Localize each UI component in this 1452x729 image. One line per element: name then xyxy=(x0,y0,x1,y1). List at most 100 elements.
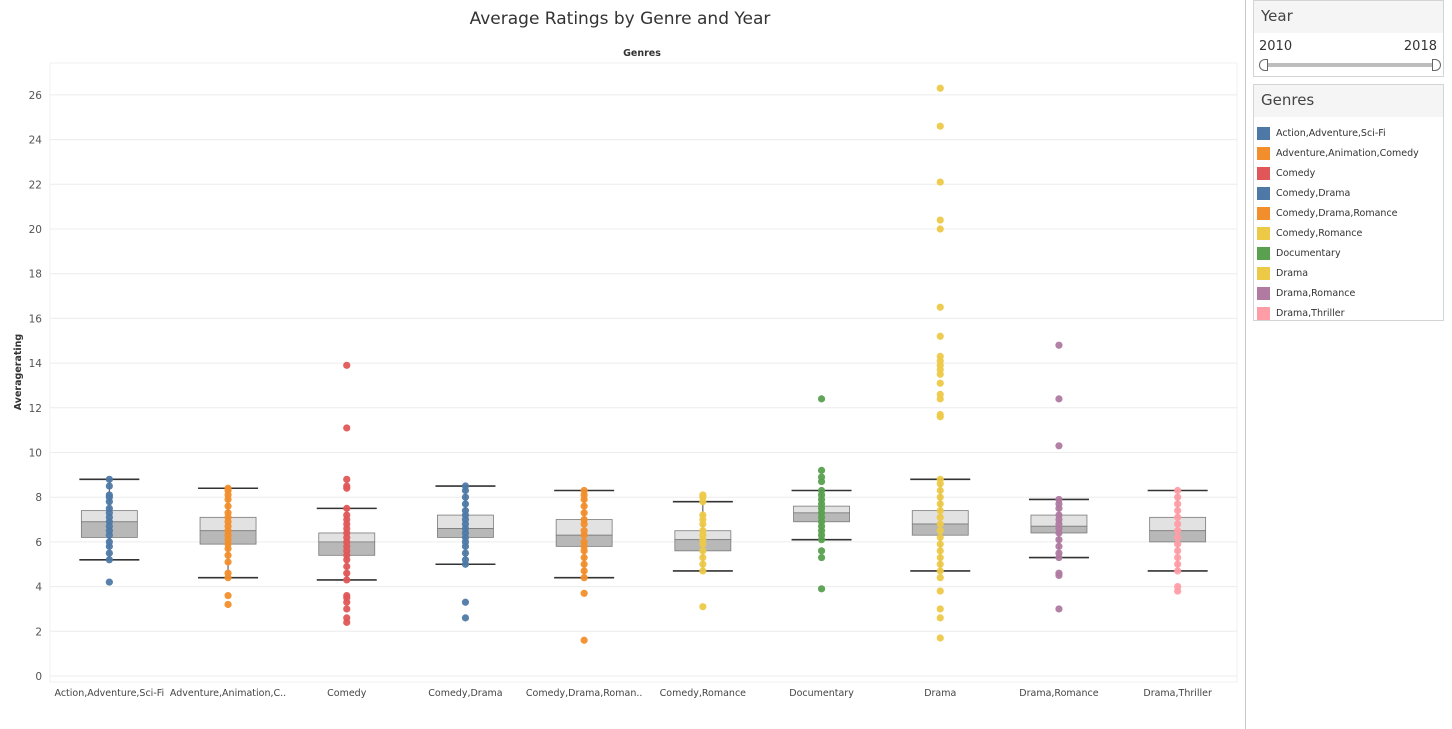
data-point xyxy=(1174,527,1182,535)
year-slider-max-handle[interactable] xyxy=(1432,59,1441,71)
legend-item[interactable]: Drama xyxy=(1257,263,1442,283)
y-tick-label: 0 xyxy=(35,671,42,683)
data-point xyxy=(461,507,470,515)
data-point xyxy=(936,567,944,575)
data-point xyxy=(1174,533,1182,542)
data-point xyxy=(1174,583,1182,591)
data-point xyxy=(936,178,944,186)
data-point xyxy=(699,560,707,568)
data-point xyxy=(1055,605,1063,613)
legend-label: Adventure,Animation,Comedy xyxy=(1276,147,1419,159)
data-point xyxy=(699,603,707,611)
data-point xyxy=(1174,486,1182,495)
data-point xyxy=(1055,442,1063,450)
genre-box-group xyxy=(554,486,615,644)
x-category-label: Comedy,Drama xyxy=(428,688,502,699)
legend-item[interactable]: Comedy,Drama xyxy=(1257,183,1442,203)
genre-box-group xyxy=(1147,486,1208,595)
data-point xyxy=(580,515,588,524)
data-point xyxy=(580,553,588,562)
legend-label: Comedy xyxy=(1276,167,1316,179)
data-point xyxy=(224,558,232,566)
genre-box-group xyxy=(910,84,971,642)
data-point xyxy=(817,553,826,562)
legend-label: Comedy,Drama xyxy=(1276,187,1351,199)
legend-label: Comedy,Romance xyxy=(1276,227,1363,239)
genre-box-group xyxy=(1028,341,1089,613)
legend-label: Drama,Romance xyxy=(1276,287,1356,299)
data-point xyxy=(224,591,232,600)
data-point xyxy=(224,551,232,559)
data-point xyxy=(936,614,944,622)
data-point xyxy=(817,547,826,555)
data-point xyxy=(343,424,351,432)
data-point xyxy=(580,567,588,575)
y-tick-label: 4 xyxy=(35,582,42,594)
y-axis-label: Averagerating xyxy=(13,334,24,410)
y-tick-label: 6 xyxy=(35,537,42,549)
data-point xyxy=(224,502,232,510)
data-point xyxy=(580,636,588,644)
data-point xyxy=(817,395,826,403)
data-point xyxy=(936,547,944,555)
y-tick-label: 16 xyxy=(29,313,43,325)
legend-label: Action,Adventure,Sci-Fi xyxy=(1276,127,1386,139)
data-point xyxy=(936,84,944,92)
data-point xyxy=(343,605,351,613)
legend-label: Drama,Thriller xyxy=(1276,307,1345,319)
y-tick-label: 18 xyxy=(29,269,42,281)
year-range-slider[interactable] xyxy=(1262,63,1437,67)
data-point xyxy=(936,540,944,548)
data-point xyxy=(461,598,470,606)
x-category-label: Documentary xyxy=(789,688,854,699)
legend-item[interactable]: Comedy,Drama,Romance xyxy=(1257,203,1442,223)
y-tick-label: 26 xyxy=(29,90,43,102)
y-tick-label: 8 xyxy=(35,492,42,504)
genre-box-group xyxy=(672,491,733,611)
legend-item[interactable]: Comedy xyxy=(1257,163,1442,183)
legend-item[interactable]: Documentary xyxy=(1257,243,1442,263)
legend-item[interactable]: Comedy,Romance xyxy=(1257,223,1442,243)
data-point xyxy=(461,500,470,508)
data-point xyxy=(936,379,944,387)
panel-divider xyxy=(1245,0,1246,729)
x-category-label: Action,Adventure,Sci-Fi xyxy=(55,688,165,699)
y-tick-label: 14 xyxy=(29,358,43,370)
data-point xyxy=(817,466,826,474)
legend-item[interactable]: Drama,Romance xyxy=(1257,283,1442,303)
legend-swatch xyxy=(1257,246,1270,260)
legend-item[interactable]: Adventure,Animation,Comedy xyxy=(1257,143,1442,163)
data-point xyxy=(580,589,588,597)
x-category-label: Drama xyxy=(924,688,956,699)
data-point xyxy=(105,475,113,483)
data-point xyxy=(224,509,232,517)
legend-swatch xyxy=(1257,266,1270,280)
data-point xyxy=(343,569,351,577)
data-point xyxy=(105,491,113,499)
legend-item[interactable]: Drama,Thriller xyxy=(1257,303,1442,323)
data-point xyxy=(461,549,470,557)
data-point xyxy=(1055,495,1063,504)
data-point xyxy=(936,303,944,311)
year-slider-min-handle[interactable] xyxy=(1259,59,1268,71)
data-point xyxy=(936,410,944,419)
genre-box-group xyxy=(316,361,377,626)
legend-item[interactable]: Action,Adventure,Sci-Fi xyxy=(1257,123,1442,143)
data-point xyxy=(936,475,944,483)
data-point xyxy=(1055,341,1063,349)
data-point xyxy=(580,574,588,582)
legend-swatch xyxy=(1257,166,1270,180)
genre-box-group xyxy=(79,475,140,586)
y-tick-label: 20 xyxy=(29,224,42,236)
legend-swatch xyxy=(1257,306,1270,320)
genres-legend-card: Genres Action,Adventure,Sci-Fi Adventure,… xyxy=(1253,84,1444,321)
y-tick-label: 2 xyxy=(35,626,42,638)
data-point xyxy=(343,591,351,600)
data-point xyxy=(936,605,944,613)
legend-label: Documentary xyxy=(1276,247,1341,259)
data-point xyxy=(936,560,944,568)
data-point xyxy=(343,576,351,584)
genres-legend-title: Genres xyxy=(1261,91,1315,109)
data-point xyxy=(580,502,588,510)
